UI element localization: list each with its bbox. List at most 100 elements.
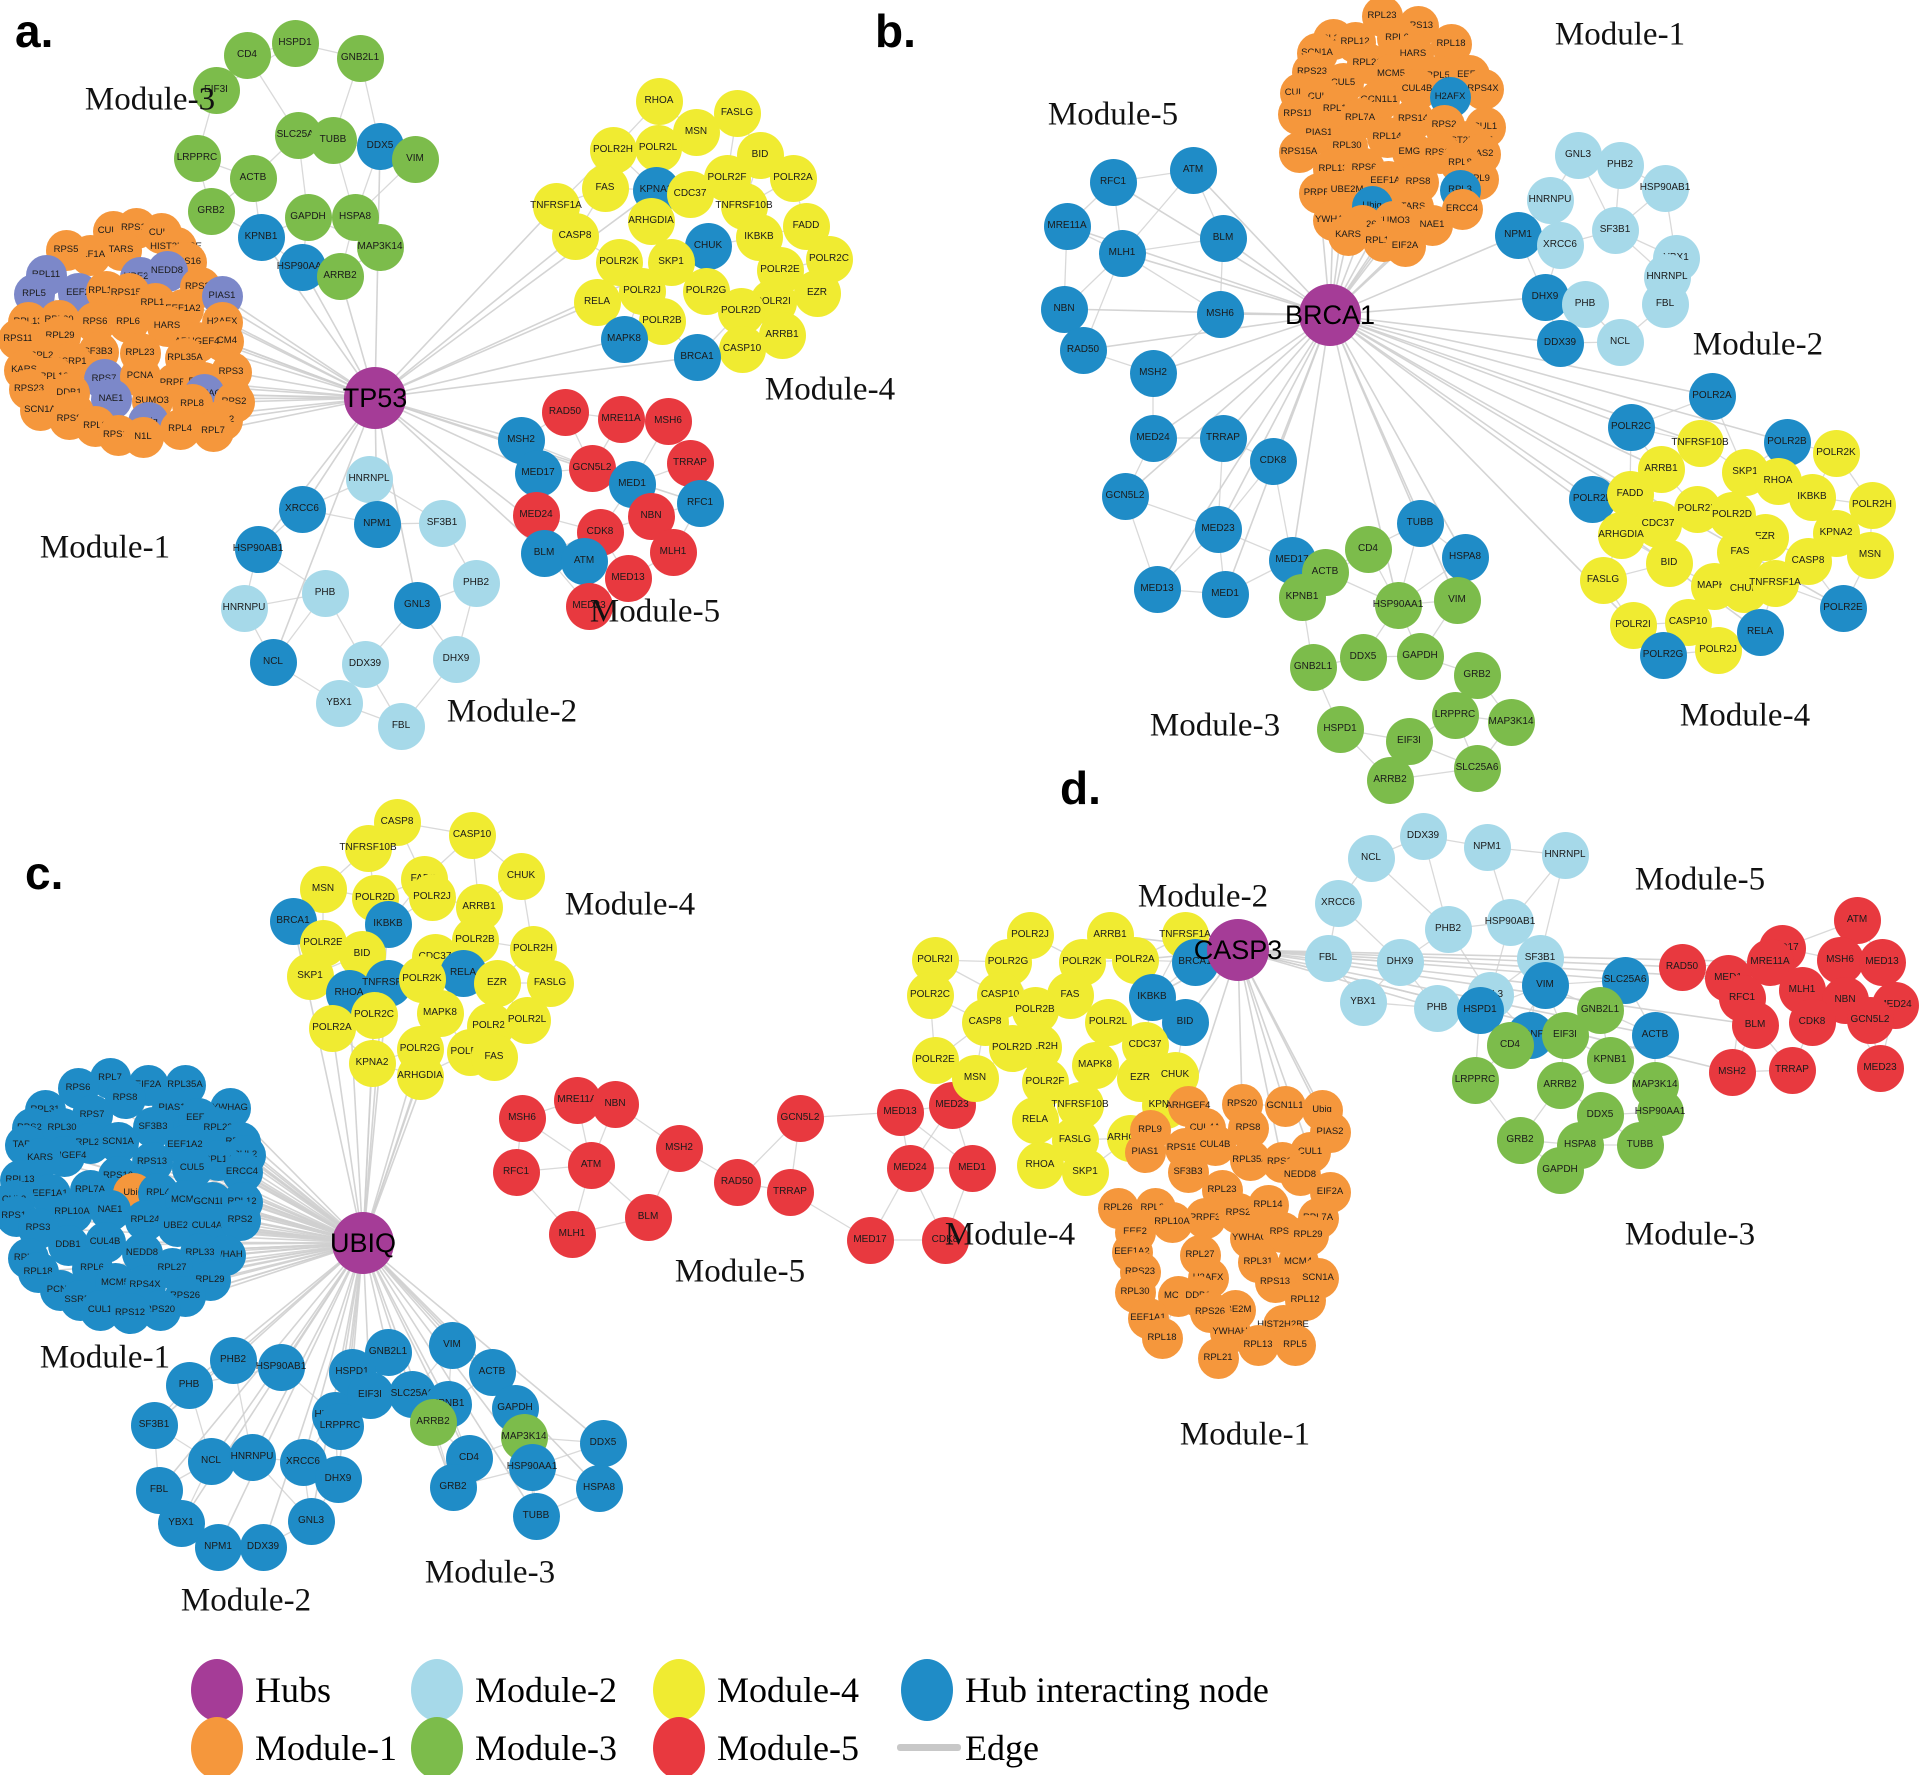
node-label: GNB2L1 <box>1580 1004 1620 1015</box>
network-node: HSPA8 <box>1441 533 1489 581</box>
network-node: POLR2L <box>634 124 682 172</box>
node-label: MED24 <box>519 509 553 520</box>
node-label: HSPD1 <box>278 37 312 48</box>
network-node: HSPA8 <box>575 1464 623 1512</box>
node-label: POLR2A <box>1692 390 1732 401</box>
node-label: DDX39 <box>1406 830 1440 841</box>
node-label: EEF1A1 <box>1370 175 1406 187</box>
node-label: RPL24 <box>1140 1202 1170 1214</box>
node-label: SKP1 <box>297 970 323 981</box>
network-node: MED23 <box>565 582 613 630</box>
node-label: NAE1 <box>97 1204 123 1216</box>
node-label: RPL21 <box>1352 57 1382 69</box>
node-label: RPL35A <box>1315 33 1351 45</box>
network-node: YBX1 <box>315 679 363 727</box>
edge-line <box>1329 234 1519 316</box>
node-label: ATM <box>580 1159 602 1170</box>
edge-line <box>1291 314 1331 561</box>
node-label: MAP3K14 <box>1488 716 1534 727</box>
network-node: NCL <box>1347 834 1395 882</box>
node-label: MED24 <box>893 1162 927 1173</box>
node-label: CASP10 <box>722 343 762 354</box>
node-label: TRRAP <box>673 457 707 468</box>
node-label: GRB2 <box>1463 669 1491 680</box>
network-node: POLR2J <box>408 873 456 921</box>
node-label: GAPDH <box>1542 1164 1578 1175</box>
node-label: NEDD8 <box>150 265 184 277</box>
node-label: CD4 <box>1499 1039 1520 1050</box>
node-label: RFC1 <box>502 1166 530 1177</box>
node-label: RPL9 <box>1466 173 1490 185</box>
node-label: EIF2A <box>134 1079 162 1091</box>
node-label: PIAS2 <box>1316 1126 1344 1138</box>
node-label: RELA <box>583 296 611 307</box>
node-label: RPL10A <box>1365 235 1401 247</box>
network-node: MED17 <box>514 449 562 497</box>
node-label: SLC25A6 <box>1455 762 1499 773</box>
node-label: CHUK <box>1729 583 1759 594</box>
node-label: MED17 <box>521 467 555 478</box>
node-label: CASP8 <box>558 230 592 241</box>
network-node: MSH2 <box>1708 1048 1756 1096</box>
node-label: RAD50 <box>720 1176 754 1187</box>
node-label: RPL5 <box>1283 1339 1307 1351</box>
network-node: GNL3 <box>393 581 441 629</box>
node-label: MSN <box>684 126 708 137</box>
node-label: FADD <box>792 220 820 231</box>
node-label: NBN <box>1834 994 1856 1005</box>
node-label: CHUK <box>693 240 723 251</box>
node-label: XRCC6 <box>1543 239 1577 250</box>
node-label: MED13 <box>1140 583 1174 594</box>
node-label: MRE11A <box>557 1094 597 1105</box>
network-node: HNRNPU <box>220 584 268 632</box>
network-node: MSH6 <box>1816 936 1864 984</box>
node-label: POLR2F <box>1025 1076 1065 1087</box>
node-label: MED17 <box>1275 554 1309 565</box>
edge-line <box>374 301 598 399</box>
node-label: RPS13 <box>136 1156 168 1168</box>
network-node: GRB2 <box>429 1463 477 1511</box>
panel-c-module-label: Module-5 <box>674 1253 806 1290</box>
node-label: RPL6 <box>80 1262 104 1274</box>
node-label: MAP3K14 <box>501 1431 547 1442</box>
edge-line <box>1329 314 1631 495</box>
network-node: MED17 <box>846 1216 894 1264</box>
node-label: SLC25A6 <box>276 129 320 140</box>
node-label: NBN <box>604 1098 626 1109</box>
network-node: POLR2A <box>308 1004 356 1052</box>
node-label: KPNA2 <box>1148 1099 1182 1110</box>
node-label: HNRNPU <box>222 602 266 613</box>
network-node: ARHGDIA <box>1597 511 1645 559</box>
edge-line <box>1329 314 1458 601</box>
node-label: SKP1 <box>658 256 684 267</box>
node-label: EZR <box>807 287 827 298</box>
node-label: RPL35A <box>1232 1154 1268 1166</box>
node-label: MED23 <box>935 1099 969 1110</box>
node-label: GCN5L2 <box>572 462 612 473</box>
node-label: BRCA1 <box>680 351 714 362</box>
node-label: YBX1 <box>1350 996 1376 1007</box>
node-label: POLR2K <box>402 973 442 984</box>
node-label: RPS7 <box>79 1109 105 1121</box>
network-node: GNB2L1 <box>336 34 384 82</box>
node-label: PIAS1 <box>158 1102 186 1114</box>
node-label: HSP90AB1 <box>1484 916 1536 927</box>
node-label: MSH2 <box>665 1142 693 1153</box>
node-label: POLR2J <box>623 285 661 296</box>
node-label: RPS4X <box>1467 83 1499 95</box>
network-node: RHOA <box>1016 1141 1064 1189</box>
network-node: MAP3K14 <box>1487 698 1535 746</box>
hub-node-ubiq: UBIQ <box>330 1212 396 1274</box>
node-label: MAP3K14 <box>357 241 403 252</box>
node-label: UBE2I <box>163 1220 191 1232</box>
node-label: CDC37 <box>1641 518 1675 529</box>
network-node: MED24 <box>1129 414 1177 462</box>
network-node: MSN <box>951 1054 999 1102</box>
node-label: POLR2L <box>507 1014 547 1025</box>
network-node: MSH6 <box>498 1094 546 1142</box>
edge-line <box>1237 949 1283 1163</box>
network-node: PHB <box>1561 280 1609 328</box>
panel-a-module-label: Module-5 <box>589 593 721 630</box>
edge-line <box>1156 314 1331 590</box>
node-label: GCN5L2 <box>1850 1014 1890 1025</box>
